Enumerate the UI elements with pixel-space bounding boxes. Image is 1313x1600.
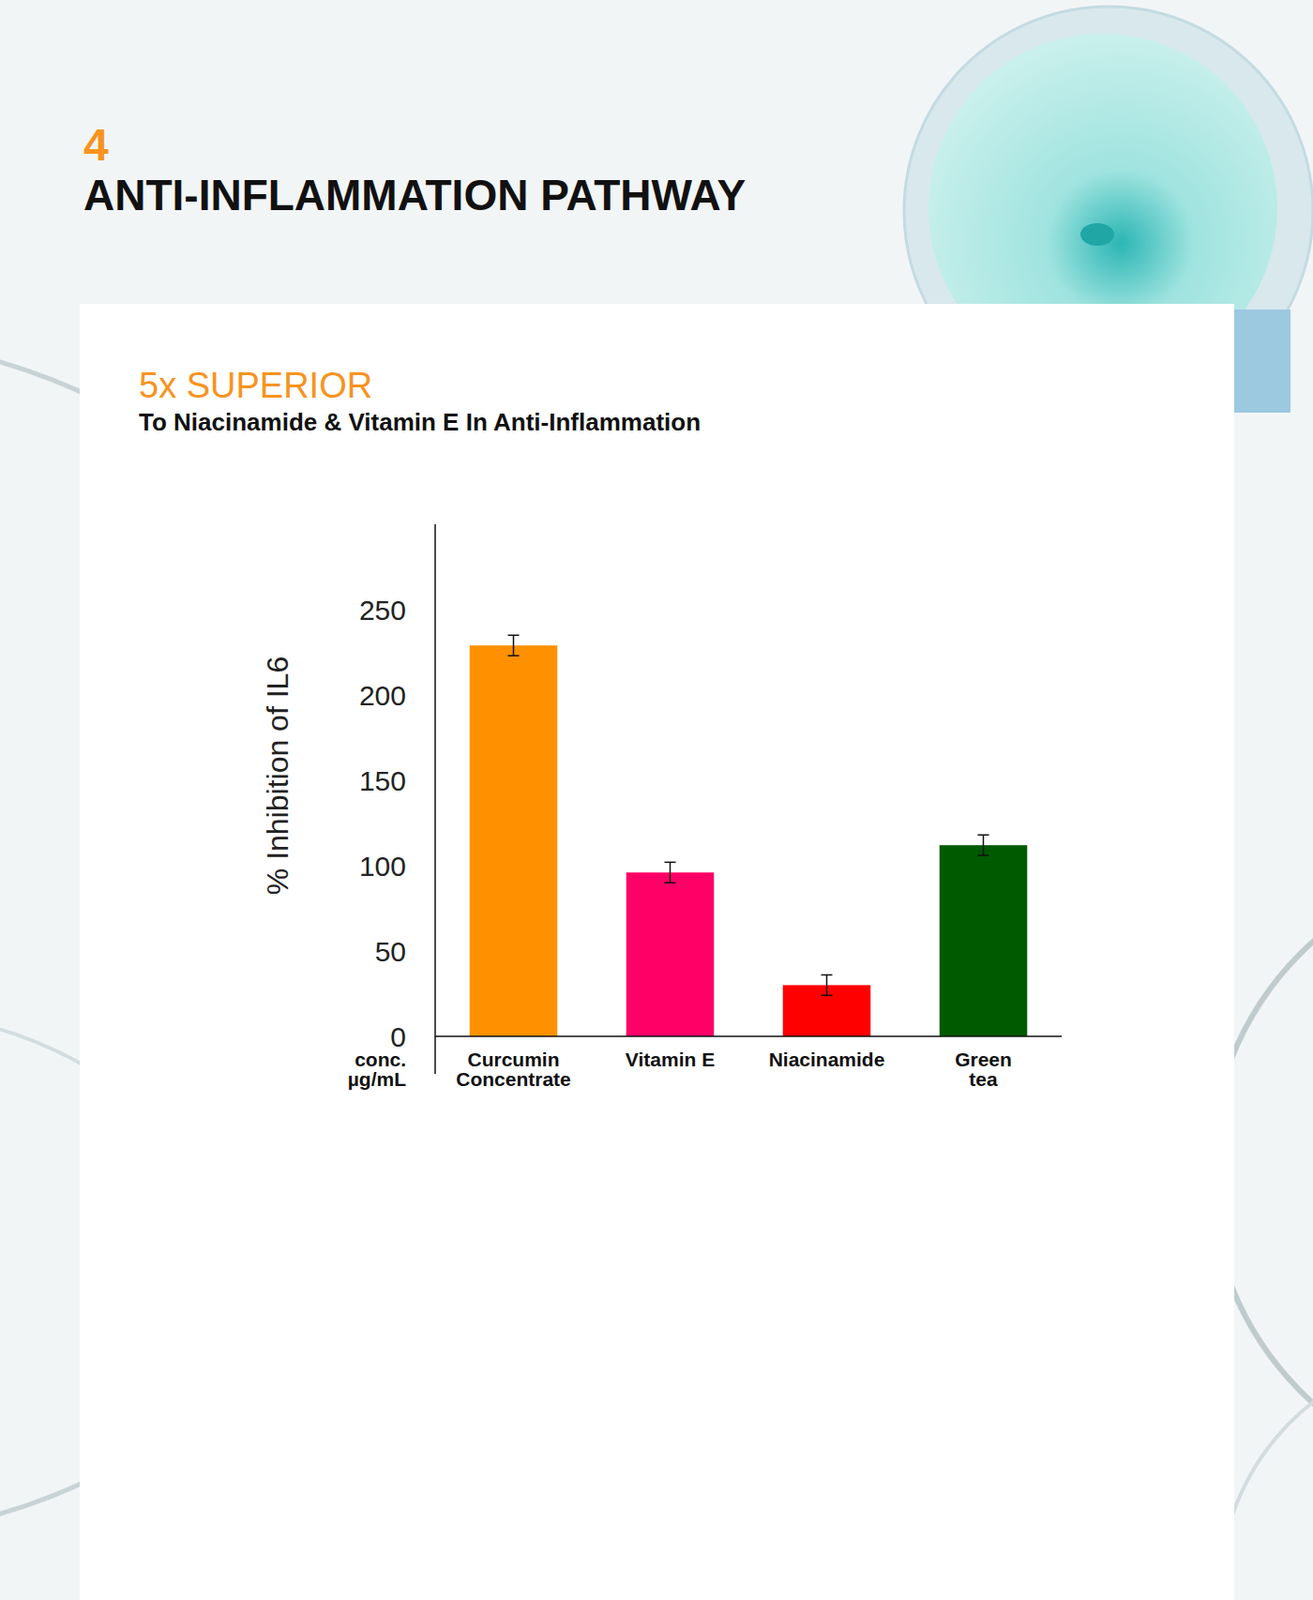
y-tick-label: 50 — [375, 935, 407, 967]
error-cap — [821, 995, 833, 997]
text-line: conc. — [354, 1048, 407, 1071]
text-line: Niacinamide — [769, 1048, 886, 1071]
x-tick-label: Niacinamide — [769, 1048, 886, 1071]
error-stem — [669, 861, 672, 883]
error-cap — [978, 854, 990, 857]
error-bar — [821, 974, 833, 996]
text-line: 5x SUPERIOR — [138, 365, 373, 406]
text-line: Curcumin — [467, 1048, 559, 1071]
page: 4ANTI-INFLAMMATION PATHWAY 5x SUPERIORTo … — [0, 0, 1313, 1600]
error-stem — [982, 834, 985, 856]
error-cap — [664, 861, 677, 864]
error-bar — [978, 834, 990, 856]
panel — [79, 303, 1235, 1600]
y-tick-label: 200 — [359, 679, 407, 711]
error-cap — [978, 833, 990, 836]
x-axis — [435, 1035, 1062, 1038]
y-tick-label: 150 — [359, 765, 407, 797]
heading: 5x SUPERIOR — [138, 365, 373, 406]
error-bar — [508, 634, 520, 656]
title: ANTI-INFLAMMATION PATHWAY — [83, 170, 746, 220]
jar-label — [1234, 309, 1291, 413]
error-cap — [508, 654, 520, 657]
error-stem — [513, 634, 515, 656]
section-number: 4 — [83, 120, 109, 170]
x-tick-label: Greentea — [954, 1048, 1012, 1090]
y-tick-label: 250 — [359, 594, 407, 626]
y-axis-title: % Inhibition of IL6 — [260, 656, 295, 895]
text-line: Concentrate — [455, 1068, 572, 1090]
bar — [939, 845, 1028, 1037]
text-line: Vitamin E — [625, 1048, 715, 1071]
x-axis-title: conc.µg/mL — [347, 1048, 407, 1090]
text-line: Green — [954, 1048, 1012, 1071]
text-line: tea — [968, 1068, 998, 1090]
x-tick-label: CurcuminConcentrate — [455, 1048, 572, 1090]
jar-swirl — [1080, 223, 1115, 246]
text-line: To Niacinamide & Vitamin E In Anti-Infla… — [138, 407, 701, 437]
text-line: 150 — [359, 765, 407, 797]
text-line: ANTI-INFLAMMATION PATHWAY — [83, 170, 746, 220]
error-stem — [826, 974, 829, 996]
error-cap — [508, 634, 520, 637]
text-line: 100 — [359, 850, 407, 882]
text-line: 200 — [359, 679, 407, 711]
x-tick-label: Vitamin E — [625, 1048, 715, 1071]
subtitle: To Niacinamide & Vitamin E In Anti-Infla… — [138, 407, 701, 437]
text-line: 0 — [390, 1021, 407, 1053]
text-line: 50 — [375, 935, 407, 967]
y-axis — [434, 524, 437, 1074]
bar — [626, 872, 715, 1037]
error-cap — [664, 881, 677, 884]
text-line: % Inhibition of IL6 — [260, 656, 295, 895]
error-cap — [821, 974, 833, 977]
text-line: 4 — [83, 120, 109, 170]
bars — [469, 634, 1028, 1037]
y-tick-label: 100 — [359, 850, 407, 882]
text-line: µg/mL — [347, 1068, 407, 1090]
text-line: 250 — [359, 594, 407, 626]
error-bar — [664, 861, 677, 883]
y-tick-label: 0 — [390, 1021, 407, 1053]
bar — [469, 645, 559, 1037]
